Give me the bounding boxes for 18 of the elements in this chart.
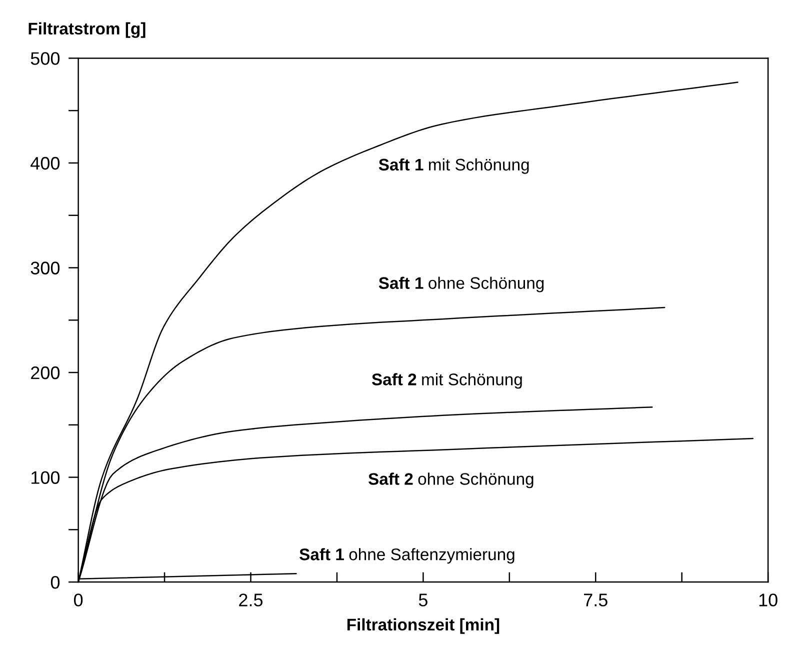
x-tick-label: 0 — [74, 594, 83, 606]
series-label: Saft 2 mit Schönung — [372, 373, 522, 389]
series-label: Saft 2 ohne Schönung — [368, 472, 534, 488]
y-tick-label: 100 — [32, 471, 60, 484]
x-tick-label: 2.5 — [239, 594, 263, 606]
y-tick-label: 500 — [30, 52, 60, 65]
x-tick-label: 5 — [418, 594, 428, 606]
y-tick-label: 300 — [30, 262, 60, 274]
series-label: Saft 1 mit Schönung — [378, 158, 529, 174]
y-tick-label: 200 — [31, 366, 60, 380]
series-label: Saft 1 ohne Schönung — [378, 276, 544, 292]
x-tick-label: 10 — [759, 594, 778, 606]
y-tick-label: 0 — [50, 576, 60, 589]
series-label: Saft 1 ohne Saftenzymierung — [300, 548, 514, 564]
y-tick-label: 400 — [30, 156, 60, 170]
y-axis-title: Filtratstrom [g] — [28, 22, 146, 38]
x-axis-title: Filtrationszeit [min] — [347, 618, 500, 634]
x-tick-label: 7.5 — [584, 594, 608, 606]
